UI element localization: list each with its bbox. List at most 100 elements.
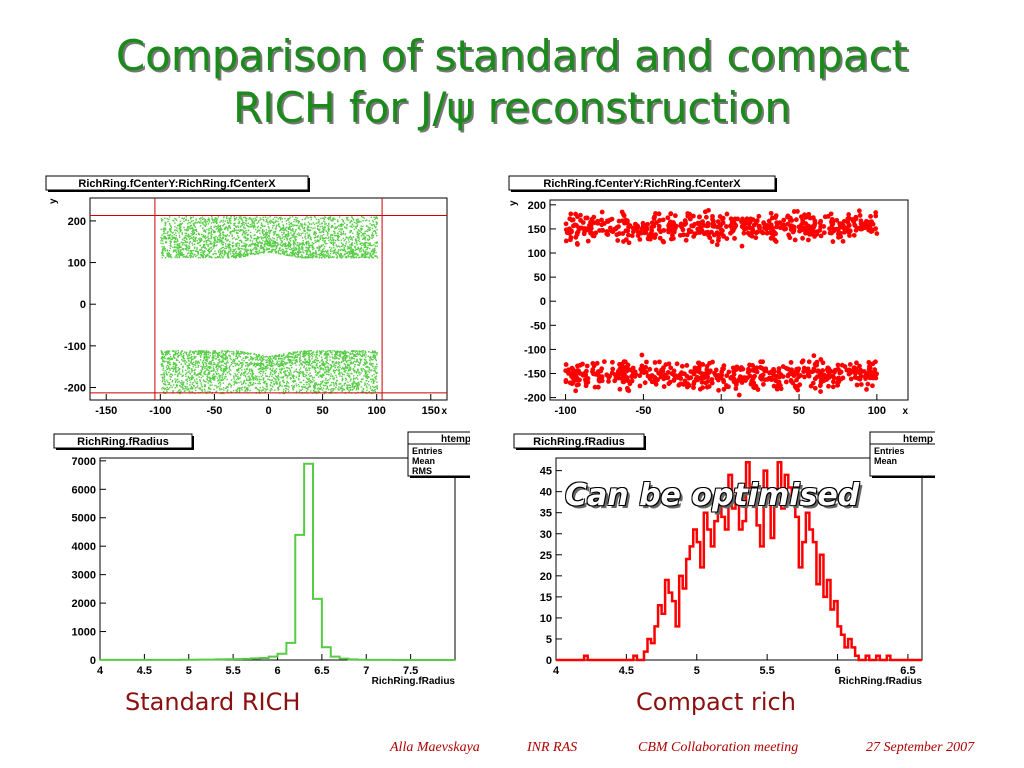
scatter-point <box>216 370 219 372</box>
scatter-point <box>204 225 206 228</box>
scatter-point <box>281 245 284 247</box>
scatter-point <box>266 386 268 388</box>
scatter-point <box>350 255 353 258</box>
scatter-point <box>260 361 262 364</box>
scatter-point <box>284 243 287 246</box>
scatter-point <box>293 236 295 238</box>
scatter-point <box>162 252 164 255</box>
scatter-point <box>214 252 216 255</box>
scatter-point <box>184 244 186 246</box>
scatter-point <box>328 371 330 373</box>
scatter-point <box>187 388 189 391</box>
scatter-point <box>341 390 343 393</box>
scatter-point <box>177 245 179 247</box>
scatter-point <box>212 356 215 358</box>
scatter-point <box>330 240 333 242</box>
scatter-point <box>184 373 187 376</box>
scatter-point <box>266 359 269 361</box>
scatter-point <box>209 384 211 386</box>
scatter-point <box>244 231 246 233</box>
scatter-point <box>300 385 303 388</box>
scatter-point <box>347 387 349 389</box>
scatter-point <box>220 364 222 367</box>
scatter-point <box>205 243 207 245</box>
scatter-point <box>282 390 285 393</box>
scatter-point <box>189 240 191 243</box>
scatter-point <box>191 358 193 361</box>
scatter-point <box>176 370 178 373</box>
scatter-point <box>291 234 293 236</box>
scatter-point <box>199 388 201 390</box>
scatter-point <box>190 378 192 381</box>
scatter-point <box>362 249 365 251</box>
scatter-point <box>292 387 294 389</box>
scatter-point <box>292 249 294 252</box>
scatter-point <box>236 390 238 393</box>
scatter-point <box>168 371 170 374</box>
scatter-point <box>290 225 292 227</box>
scatter-point <box>220 240 223 242</box>
scatter-point <box>274 241 276 243</box>
scatter-point <box>355 222 357 224</box>
scatter-point <box>327 228 329 230</box>
scatter-point <box>186 378 188 381</box>
scatter-point <box>178 354 181 357</box>
scatter-point <box>374 227 377 229</box>
scatter-point <box>206 360 208 362</box>
scatter-point <box>228 370 230 373</box>
y-tick-label: 100 <box>68 258 86 270</box>
scatter-point <box>245 218 247 220</box>
scatter-point <box>161 234 163 236</box>
scatter-point <box>304 230 306 232</box>
scatter-point <box>246 390 248 392</box>
scatter-point <box>345 252 347 255</box>
scatter-point <box>366 238 369 240</box>
scatter-point <box>324 257 326 259</box>
scatter-point <box>214 250 216 252</box>
scatter-point <box>189 222 192 224</box>
scatter-point <box>315 222 317 224</box>
scatter-point <box>282 227 285 229</box>
scatter-point <box>166 353 168 356</box>
scatter-point <box>256 355 258 357</box>
scatter-point <box>255 239 258 242</box>
scatter-point <box>209 365 211 368</box>
scatter-point <box>299 381 301 384</box>
scatter-point <box>350 225 352 228</box>
scatter-point <box>166 390 168 393</box>
scatter-point <box>358 220 360 222</box>
scatter-point <box>273 357 275 360</box>
scatter-point <box>298 372 300 374</box>
scatter-point <box>302 239 304 242</box>
scatter-point <box>171 350 174 352</box>
scatter-point <box>300 371 303 374</box>
scatter-point <box>229 231 232 234</box>
scatter-point <box>357 246 359 249</box>
scatter-point <box>204 231 207 233</box>
scatter-point <box>199 378 201 381</box>
scatter-point <box>240 381 242 383</box>
scatter-point <box>169 247 171 249</box>
scatter-point <box>182 381 184 383</box>
scatter-point <box>235 391 238 393</box>
scatter-point <box>185 219 187 221</box>
scatter-point <box>260 251 262 254</box>
scatter-point <box>302 351 304 353</box>
scatter-point <box>235 375 237 378</box>
scatter-point <box>293 242 296 245</box>
scatter-point <box>283 243 286 245</box>
scatter-point <box>214 218 217 220</box>
scatter-point <box>194 239 196 241</box>
scatter-point <box>355 238 357 240</box>
scatter-point <box>214 240 217 242</box>
scatter-point <box>318 253 321 256</box>
scatter-point <box>190 359 193 361</box>
scatter-point <box>246 352 249 354</box>
scatter-point <box>356 218 358 221</box>
scatter-point <box>320 360 323 362</box>
scatter-point <box>328 228 331 231</box>
scatter-point <box>327 370 330 372</box>
scatter-point <box>329 364 331 366</box>
scatter-point <box>288 352 290 354</box>
scatter-point <box>244 375 247 378</box>
